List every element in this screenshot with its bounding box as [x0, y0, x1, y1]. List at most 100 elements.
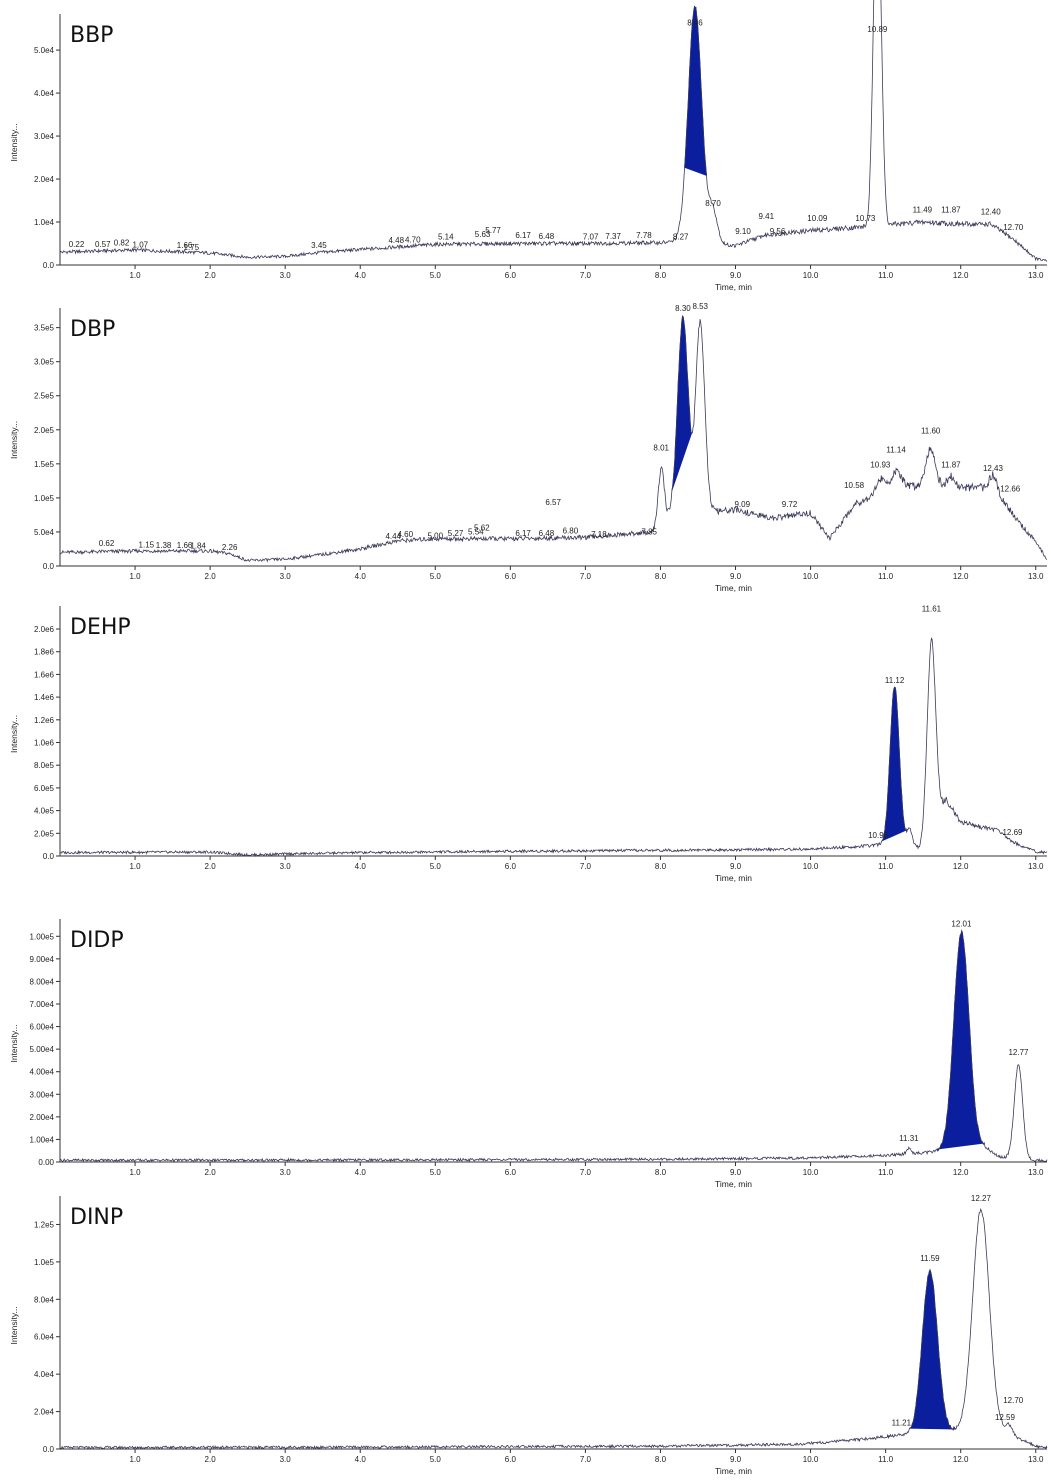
chromatogram-panel-dehp: 0.0 2.0e5 4.0e5 6.0e5 8.0e5 1.0e6 1.2e6 1.4e6 1.…: [9, 604, 1048, 883]
x-tick-label: 12.0: [953, 1168, 969, 1177]
x-tick-label: 11.0: [878, 1455, 894, 1464]
y-tick-label: 3.00e4: [30, 1090, 55, 1099]
peak-label: 11.87: [941, 461, 961, 470]
y-tick-label: 5.0e4: [34, 528, 55, 537]
x-tick-label: 5.0: [430, 1455, 442, 1464]
y-tick-label: 1.5e5: [34, 460, 55, 469]
y-tick-label: 6.00e4: [30, 1023, 55, 1032]
peak-label: 10.90: [868, 831, 889, 840]
peak-label: 1.75: [184, 243, 200, 252]
x-tick-label: 12.0: [953, 271, 969, 280]
x-axis-title: Time, min: [715, 1466, 752, 1476]
peak-label: 9.56: [770, 227, 786, 236]
y-tick-label: 9.00e4: [30, 955, 55, 964]
x-tick-label: 10.0: [803, 271, 819, 280]
peak-label: 11.61: [922, 604, 942, 613]
peak-label: 1.66: [177, 541, 193, 550]
y-tick-label: 1.0e6: [34, 739, 55, 748]
compound-title: DINP: [70, 1205, 123, 1230]
peak-label: 12.69: [1002, 828, 1023, 837]
x-tick-label: 4.0: [355, 1168, 367, 1177]
compound-title: DIDP: [70, 928, 124, 953]
peak-labels: 0.62 1.15 1.38 1.661.84 2.26 4.444.60 5.00 5.27…: [99, 302, 1021, 552]
peak-label: 9.41: [758, 212, 774, 221]
chromatogram-panel-didp: 0.00 1.00e4 2.00e4 3.00e4 4.00e4 5.00e4 6.00e4…: [9, 919, 1048, 1189]
peak-label: 4.70: [405, 236, 421, 245]
x-tick-label: 1.0: [129, 1168, 141, 1177]
x-tick-label: 8.0: [655, 1168, 667, 1177]
peak-labels: 11.21 11.59 12.27 12.59 12.70: [892, 1194, 1024, 1428]
peak-labels: 10.90 11.12 11.61 12.69: [868, 604, 1023, 840]
y-tick-label: 7.00e4: [30, 1000, 55, 1009]
peak-label: 8.30: [675, 304, 691, 313]
y-tick-label: 1.4e6: [34, 693, 55, 702]
y-tick-label: 0.0: [43, 562, 55, 571]
x-tick-label: 7.0: [580, 1168, 592, 1177]
y-tick-label: 2.0e5: [34, 426, 55, 435]
x-tick-label: 2.0: [205, 271, 217, 280]
x-tick-label: 9.0: [730, 1455, 742, 1464]
peak-label: 10.58: [844, 481, 865, 490]
peak-label: 5.62: [474, 523, 490, 532]
peak-label: 11.60: [921, 427, 941, 436]
y-tick-label: 1.00e5: [30, 932, 55, 941]
peak-label: 6.48: [539, 232, 555, 241]
x-tick-label: 9.0: [730, 862, 742, 871]
x-tick-label: 12.0: [953, 862, 969, 871]
x-tick-label: 13.0: [1028, 862, 1044, 871]
peak-label: 1.38: [156, 541, 172, 550]
y-tick-label: 1.0e5: [34, 494, 55, 503]
y-tick-label: 1.0e4: [34, 218, 55, 227]
peak-label: 11.87: [941, 206, 961, 215]
peak-label: 6.57: [545, 498, 561, 507]
x-tick-label: 1.0: [129, 862, 141, 871]
x-tick-label: 2.0: [205, 1455, 217, 1464]
x-tick-label: 8.0: [655, 271, 667, 280]
y-tick-label: 2.00e4: [30, 1113, 55, 1122]
peak-label: 8.27: [673, 233, 689, 242]
y-tick-label: 0.00: [38, 1158, 54, 1167]
x-tick-label: 3.0: [280, 271, 292, 280]
x-tick-label: 10.0: [803, 1455, 819, 1464]
y-tick-label: 1.6e6: [34, 670, 55, 679]
x-tick-label: 1.0: [129, 271, 141, 280]
y-tick-label: 0.0: [43, 852, 55, 861]
peak-label: 8.01: [653, 444, 669, 453]
peak-label: 0.22: [69, 240, 85, 249]
compound-title: BBP: [70, 23, 113, 48]
peak-label: 7.85: [641, 527, 657, 536]
x-tick-label: 2.0: [205, 862, 217, 871]
peak-label: 1.66: [177, 241, 193, 250]
x-tick-label: 13.0: [1028, 271, 1044, 280]
x-tick-label: 3.0: [280, 862, 292, 871]
peak-label: 8.46: [687, 19, 703, 28]
x-tick-label: 11.0: [878, 862, 894, 871]
x-tick-label: 9.0: [730, 572, 742, 581]
x-tick-label: 11.0: [878, 572, 894, 581]
x-tick-label: 11.0: [878, 1168, 894, 1177]
x-tick-label: 8.0: [655, 1455, 667, 1464]
x-tick-label: 10.0: [803, 862, 819, 871]
peak-label: 8.70: [705, 199, 721, 208]
peak-label: 7.78: [636, 231, 652, 240]
x-tick-label: 8.0: [655, 862, 667, 871]
x-tick-label: 1.0: [129, 1455, 141, 1464]
x-axis-title: Time, min: [715, 873, 752, 883]
y-axis-title: Intensity...: [9, 715, 19, 753]
x-tick-label: 12.0: [953, 572, 969, 581]
y-axis-title: Intensity...: [9, 123, 19, 161]
peak-label: 11.31: [899, 1134, 919, 1143]
x-tick-label: 7.0: [580, 1455, 592, 1464]
peak-label: 4.48: [388, 236, 404, 245]
peak-label: 6.80: [563, 527, 579, 536]
peak-label: 4.44: [385, 532, 401, 541]
peak-label: 0.57: [95, 240, 111, 249]
x-tick-label: 6.0: [505, 1168, 517, 1177]
x-tick-label: 2.0: [205, 572, 217, 581]
y-tick-label: 4.0e4: [34, 1370, 55, 1379]
peak-label: 12.66: [1000, 484, 1021, 493]
y-axis-title: Intensity...: [9, 1024, 19, 1062]
integrated-peak-area: [909, 1268, 957, 1431]
y-tick-label: 5.00e4: [30, 1045, 55, 1054]
